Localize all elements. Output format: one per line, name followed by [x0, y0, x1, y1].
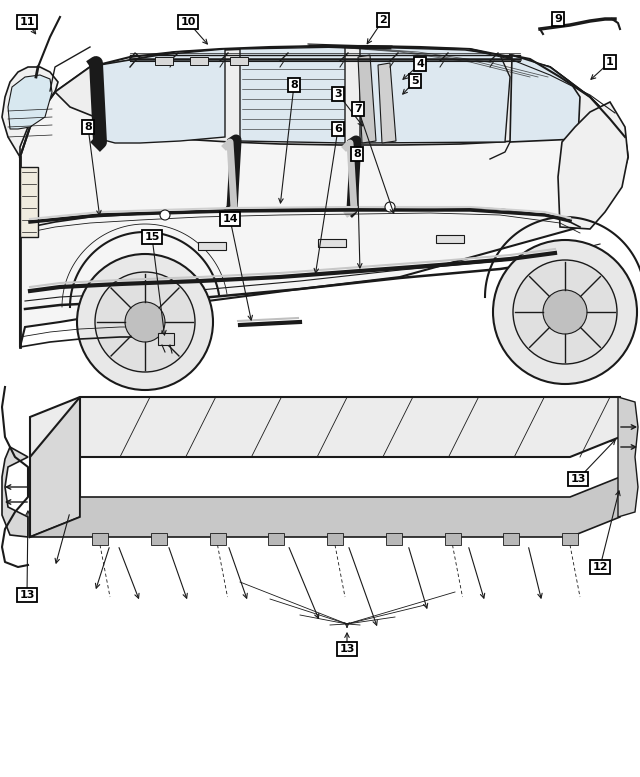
Polygon shape [360, 47, 510, 143]
Circle shape [385, 202, 395, 212]
Text: 13: 13 [339, 644, 355, 654]
Bar [155, 57, 173, 65]
Polygon shape [558, 102, 628, 229]
Polygon shape [510, 55, 580, 142]
Polygon shape [55, 46, 610, 145]
Polygon shape [358, 55, 376, 143]
Bar [230, 57, 248, 65]
Bar [151, 533, 167, 545]
Text: 13: 13 [570, 474, 586, 484]
Text: 1: 1 [606, 57, 614, 67]
Text: 2: 2 [379, 15, 387, 25]
Polygon shape [30, 397, 620, 457]
Text: 5: 5 [411, 76, 419, 86]
Polygon shape [2, 67, 58, 157]
Polygon shape [30, 477, 620, 537]
Polygon shape [30, 397, 80, 537]
Text: 7: 7 [354, 104, 362, 114]
Text: 9: 9 [554, 14, 562, 24]
Bar [190, 57, 208, 65]
Polygon shape [20, 46, 628, 347]
Bar [436, 235, 464, 243]
Text: 3: 3 [334, 89, 342, 99]
Text: 10: 10 [180, 17, 196, 27]
Bar [92, 533, 108, 545]
Text: 13: 13 [19, 590, 35, 600]
Bar [20, 167, 38, 237]
Circle shape [513, 260, 617, 364]
Text: 6: 6 [334, 124, 342, 134]
Text: 4: 4 [416, 59, 424, 69]
Bar [198, 242, 226, 250]
Circle shape [493, 240, 637, 384]
Bar [562, 533, 578, 545]
Circle shape [543, 290, 587, 334]
Text: 8: 8 [84, 122, 92, 132]
Text: 12: 12 [592, 562, 608, 572]
Polygon shape [2, 447, 28, 537]
Bar [386, 533, 402, 545]
Text: 15: 15 [144, 232, 160, 242]
Polygon shape [378, 63, 396, 143]
Polygon shape [8, 75, 52, 129]
Circle shape [77, 254, 213, 390]
Text: 11: 11 [19, 17, 35, 27]
Bar [503, 533, 519, 545]
Text: 8: 8 [290, 80, 298, 90]
Bar [268, 533, 284, 545]
Text: 8: 8 [353, 149, 361, 159]
Polygon shape [618, 397, 638, 517]
Polygon shape [100, 49, 225, 143]
Bar [327, 533, 343, 545]
Text: 14: 14 [222, 214, 238, 224]
Bar [209, 533, 225, 545]
Polygon shape [240, 47, 345, 143]
Bar [318, 239, 346, 247]
Circle shape [125, 302, 165, 342]
Circle shape [160, 210, 170, 220]
Circle shape [95, 272, 195, 372]
Bar [445, 533, 461, 545]
Bar [158, 333, 174, 345]
